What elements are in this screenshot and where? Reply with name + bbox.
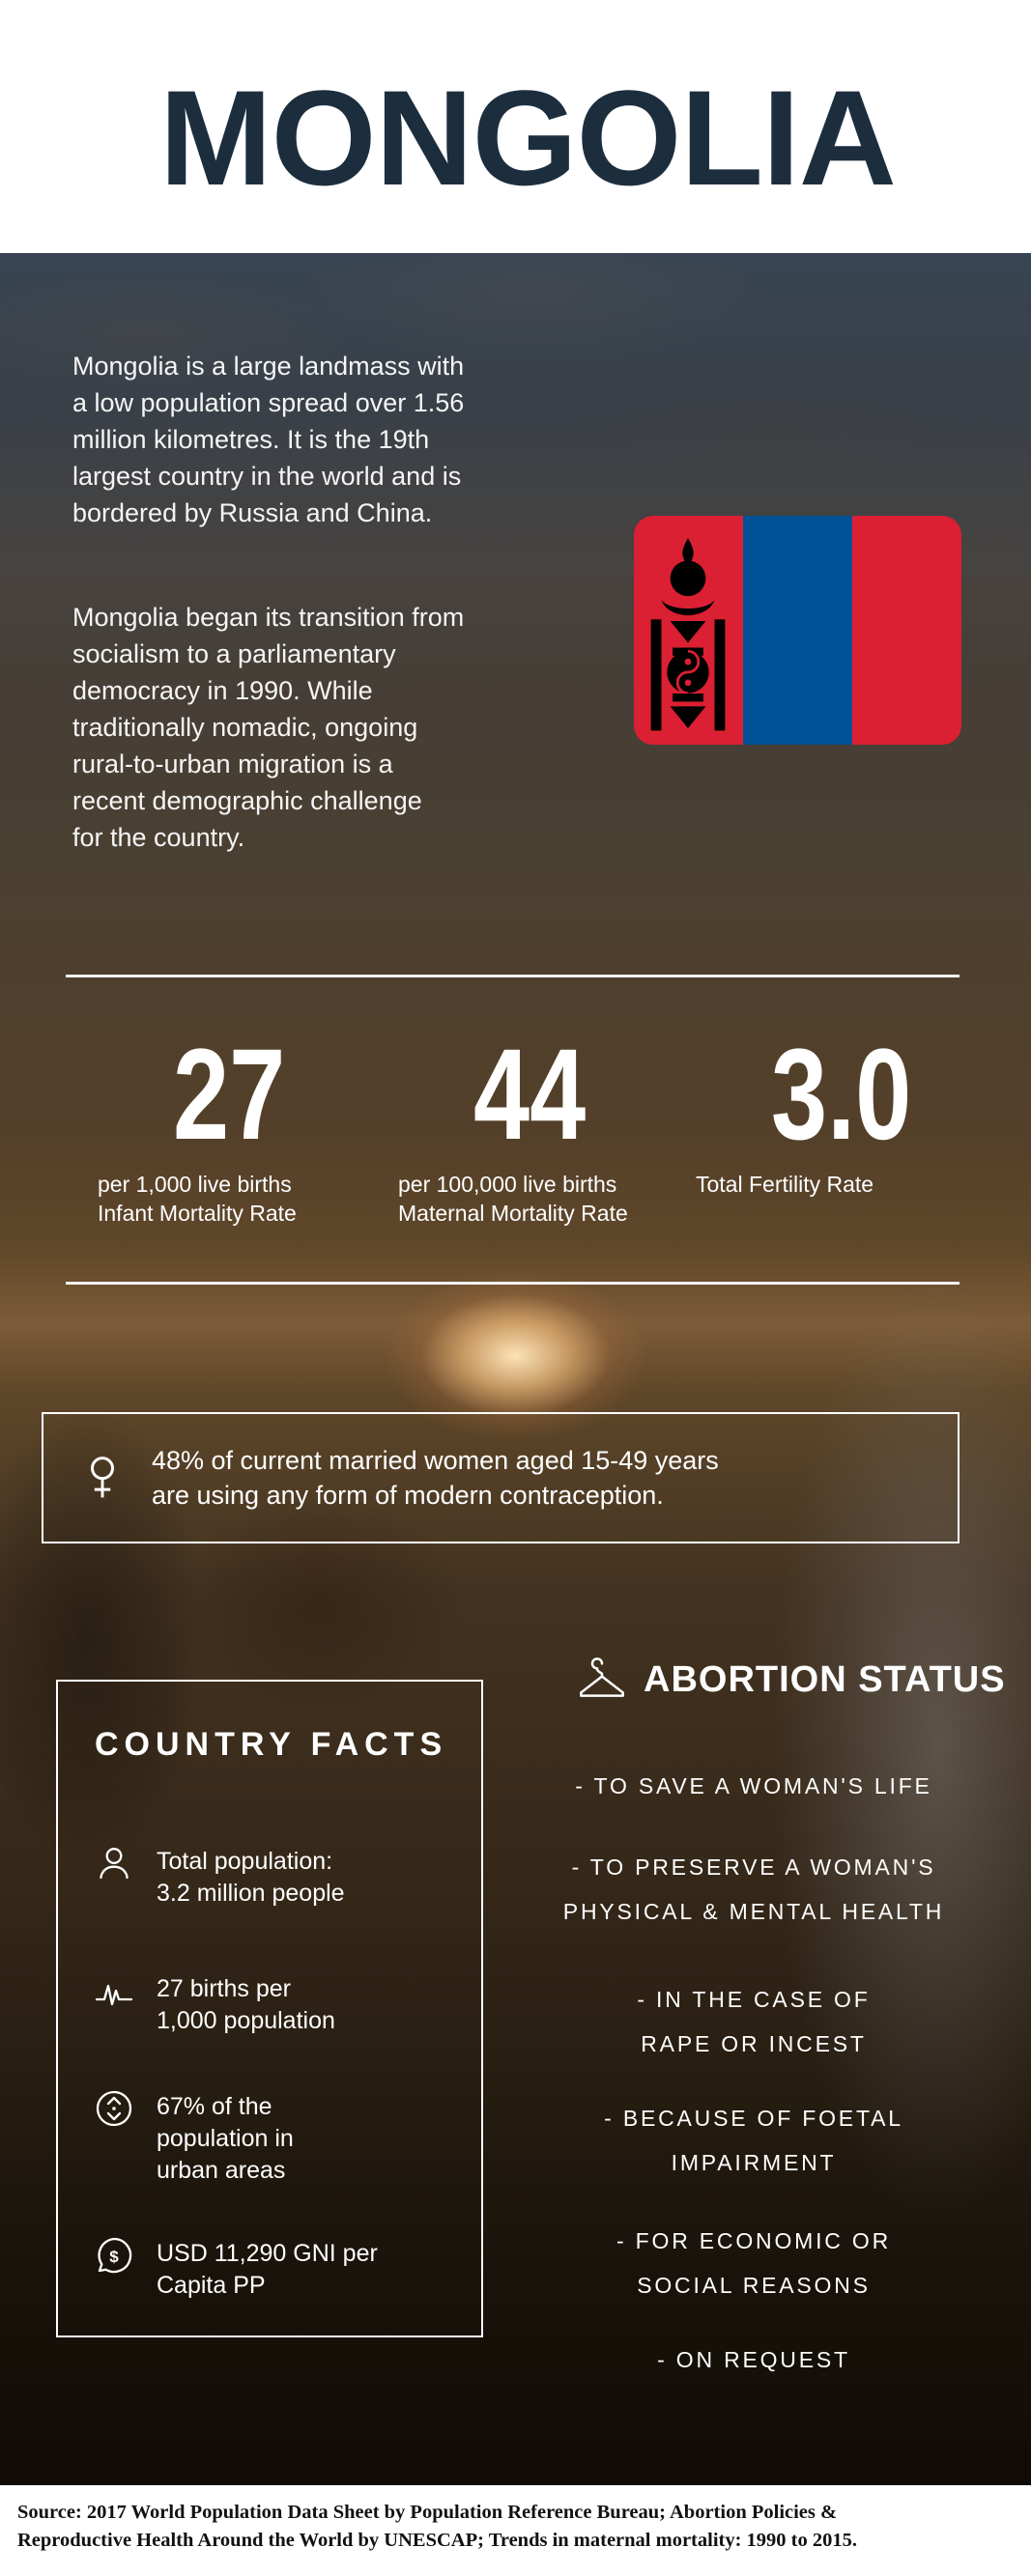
svg-text:$: $ bbox=[109, 2248, 119, 2266]
